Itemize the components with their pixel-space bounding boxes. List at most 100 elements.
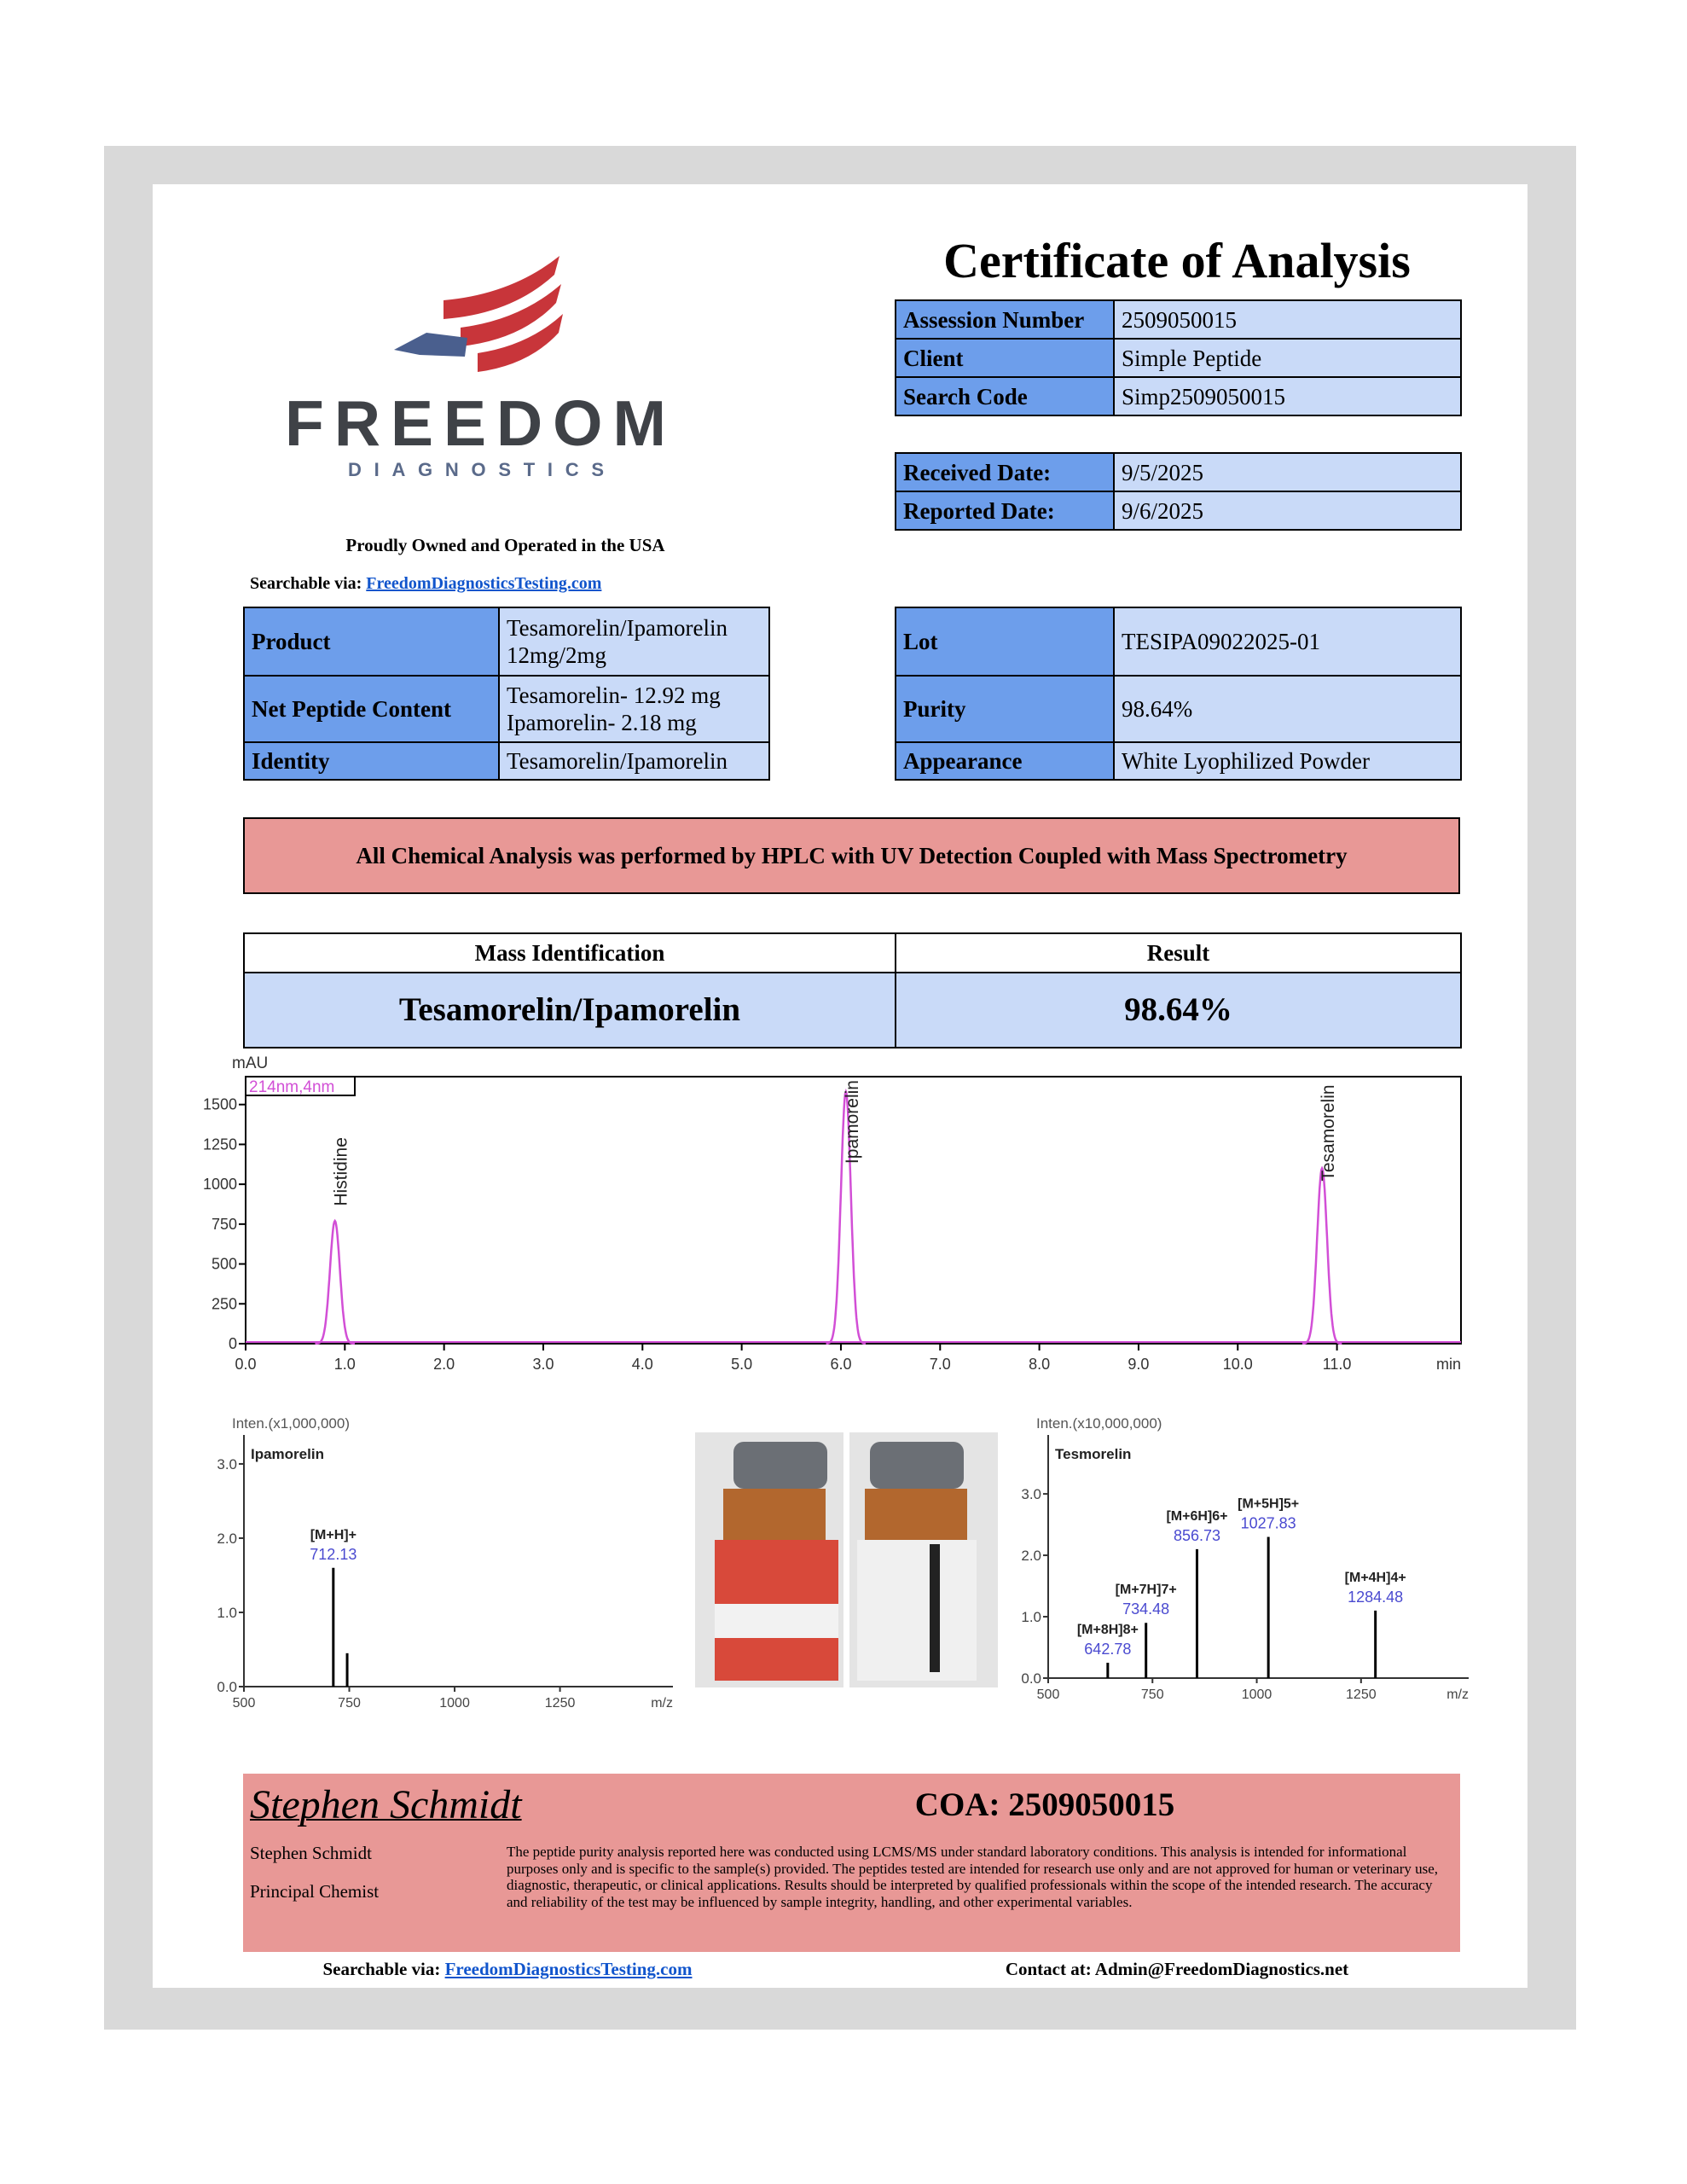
peak <box>315 1218 356 1345</box>
signature: Stephen Schmidt <box>250 1782 522 1827</box>
x-tick-label: 1000 <box>439 1696 470 1711</box>
y-tick-label: 1.0 <box>217 1605 237 1621</box>
table-cell: Tesamorelin- 12.92 mg Ipamorelin- 2.18 mg <box>498 675 770 743</box>
x-tick-label: 750 <box>1141 1687 1164 1702</box>
x-tick-label: 3.0 <box>532 1356 554 1373</box>
cell-line: Tesamorelin/Ipamorelin <box>507 615 728 641</box>
x-unit: min <box>1436 1356 1461 1373</box>
x-tick-label: 5.0 <box>731 1356 752 1373</box>
table-cell: TESIPA09022025-01 <box>1113 607 1462 677</box>
ion-label: [M+4H]4+ <box>1345 1571 1406 1585</box>
footer-searchable-label: Searchable via: <box>322 1959 441 1979</box>
method-banner: All Chemical Analysis was performed by H… <box>243 817 1460 894</box>
vial-label <box>857 1540 977 1681</box>
table-cell: Reported Date: <box>895 491 1115 531</box>
mass-cell: 98.64% <box>895 972 1462 1048</box>
cell-line: 12mg/2mg <box>507 642 607 668</box>
table-cell: Search Code <box>895 376 1115 416</box>
mz-label: 1027.83 <box>1241 1514 1296 1531</box>
y-tick-label: 1000 <box>203 1176 237 1193</box>
mass-cell: Result <box>895 932 1462 973</box>
footer-searchable: Searchable via: FreedomDiagnosticsTestin… <box>256 1959 759 1980</box>
x-tick-label: 10.0 <box>1223 1356 1253 1373</box>
channel: 214nm,4nm <box>249 1078 334 1096</box>
table-cell: Client <box>895 338 1115 378</box>
table-cell: Tesamorelin/Ipamorelin <box>498 741 770 781</box>
logo-eagle <box>394 333 467 357</box>
y-tick-label: 2.0 <box>1021 1548 1041 1564</box>
footer-box <box>243 1774 1460 1952</box>
x-tick-label: 500 <box>1037 1687 1060 1702</box>
coa-number: COA: 2509050015 <box>914 1786 1175 1823</box>
peak-label: Ipamorelin <box>843 1080 862 1164</box>
x-tick-label: 11.0 <box>1323 1356 1352 1373</box>
cell-line: Ipamorelin- 2.18 mg <box>507 710 697 735</box>
mz-label: 712.13 <box>310 1546 357 1563</box>
title: Certificate of Analysis <box>943 233 1411 288</box>
y-tick-label: 0.0 <box>217 1679 237 1695</box>
channel-box <box>245 1076 356 1096</box>
x-tick-label: 500 <box>233 1696 256 1711</box>
footer-searchable-link[interactable]: FreedomDiagnosticsTesting.com <box>444 1959 693 1979</box>
mz-label: 856.73 <box>1174 1527 1220 1544</box>
x-tick-label: 1250 <box>545 1696 576 1711</box>
y-tick-label: 2.0 <box>217 1531 237 1547</box>
x-tick-label: 6.0 <box>830 1356 851 1373</box>
disclaimer: The peptide purity analysis reported her… <box>507 1844 1439 1910</box>
vial-collar <box>723 1489 826 1540</box>
table-cell: Product <box>243 607 500 677</box>
y-tick-label: 0.0 <box>1021 1670 1041 1687</box>
table-cell: Simp2509050015 <box>1113 376 1462 416</box>
table-cell: Identity <box>243 741 500 781</box>
x-tick-label: 1250 <box>1346 1687 1377 1702</box>
vial-label-band <box>715 1604 838 1638</box>
peak-label: Histidine <box>332 1137 351 1206</box>
cell-line: Tesamorelin- 12.92 mg <box>507 682 721 708</box>
mz-label: 1284.48 <box>1348 1589 1403 1606</box>
y-tick-label: 500 <box>212 1256 237 1273</box>
y-tick-label: 750 <box>212 1216 237 1233</box>
spectrum-title: Tesmorelin <box>1055 1446 1131 1462</box>
searchable-label: Searchable via: <box>250 574 362 593</box>
y-tick-label: 1250 <box>203 1136 237 1153</box>
x-tick-label: 2.0 <box>433 1356 455 1373</box>
table-cell: White Lyophilized Powder <box>1113 741 1462 781</box>
plot-frame <box>245 1076 1462 1345</box>
vial-photos <box>695 1432 998 1687</box>
x-tick-label: 0.0 <box>235 1356 256 1373</box>
table-cell: Appearance <box>895 741 1115 781</box>
table-cell: 9/6/2025 <box>1113 491 1462 531</box>
contact: Contact at: Admin@FreedomDiagnostics.net <box>1005 1959 1349 1979</box>
searchable: Searchable via: FreedomDiagnosticsTestin… <box>250 574 601 594</box>
x-tick-label: 4.0 <box>632 1356 653 1373</box>
x-tick-label: 8.0 <box>1029 1356 1050 1373</box>
peak <box>826 1088 867 1345</box>
spectrum-y-label: Inten.(x10,000,000) <box>1036 1415 1162 1432</box>
searchable-link[interactable]: FreedomDiagnosticsTesting.com <box>366 574 602 593</box>
y-tick-label: 0 <box>229 1335 237 1352</box>
table-cell: Assession Number <box>895 299 1115 340</box>
x-unit: m/z <box>651 1696 673 1711</box>
x-tick-label: 1000 <box>1242 1687 1272 1702</box>
y-unit: mAU <box>232 1054 268 1072</box>
logo-stripe <box>461 284 561 346</box>
peak <box>1301 1165 1342 1345</box>
vial-cap <box>733 1442 827 1489</box>
mz-label: 642.78 <box>1084 1641 1131 1658</box>
chemist-role: Principal Chemist <box>250 1881 380 1902</box>
logo-sub: DIAGNOSTICS <box>348 459 604 480</box>
y-tick-label: 3.0 <box>1021 1486 1041 1502</box>
spectrum-y-label: Inten.(x1,000,000) <box>232 1415 350 1432</box>
logo-stripe <box>443 256 559 319</box>
table-cell: Received Date: <box>895 452 1115 492</box>
ion-label: [M+7H]7+ <box>1116 1583 1177 1597</box>
table-cell: Lot <box>895 607 1115 677</box>
vial-collar <box>865 1489 967 1540</box>
logo-name: FREEDOM <box>285 387 666 459</box>
peak-label: Tesamorelin <box>1319 1084 1338 1181</box>
y-tick-label: 1.0 <box>1021 1609 1041 1625</box>
ion-label: [M+6H]6+ <box>1166 1509 1227 1524</box>
y-tick-label: 1500 <box>203 1096 237 1113</box>
